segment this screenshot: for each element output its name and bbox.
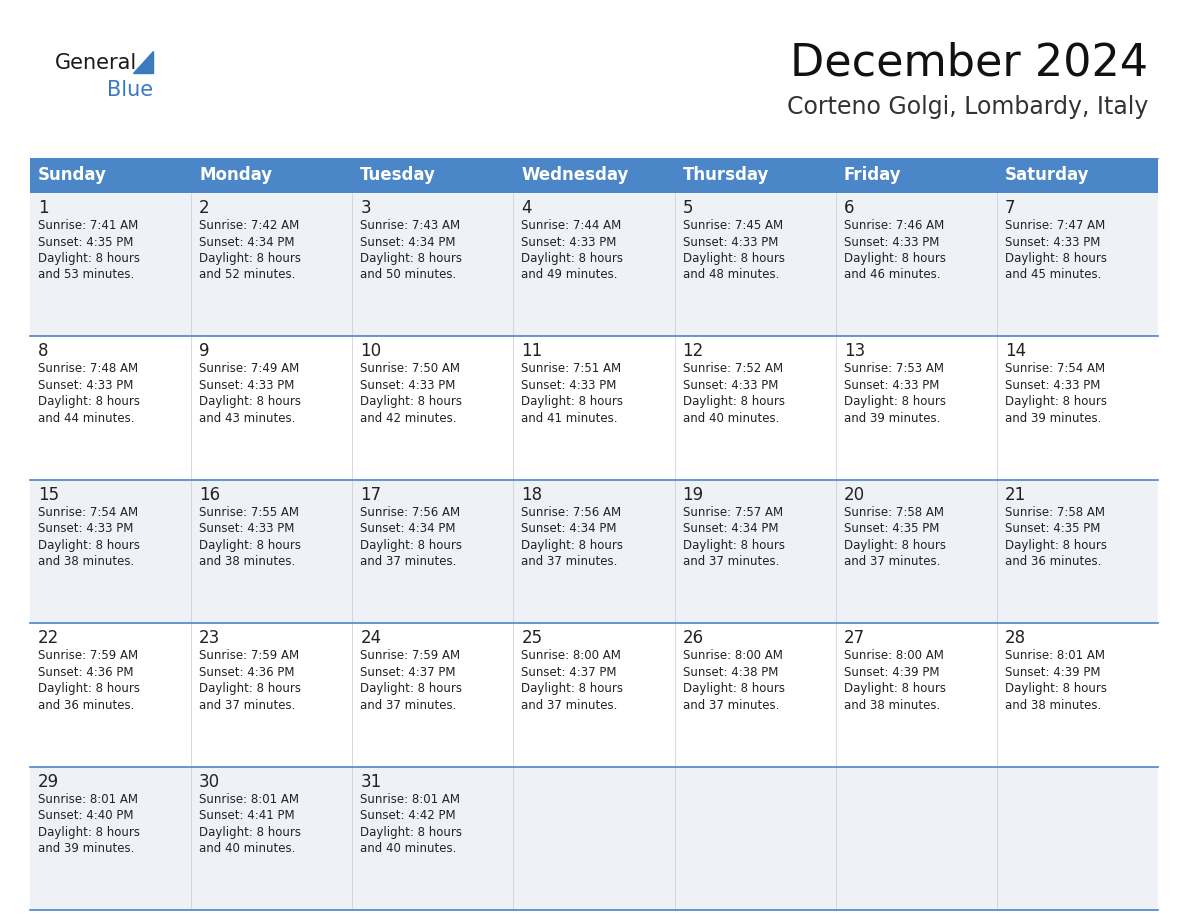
Text: 26: 26 bbox=[683, 629, 703, 647]
Bar bbox=[30, 193, 1158, 336]
Text: Saturday: Saturday bbox=[1005, 166, 1089, 185]
Text: 16: 16 bbox=[200, 486, 220, 504]
Text: Sunrise: 7:41 AM
Sunset: 4:35 PM
Daylight: 8 hours
and 53 minutes.: Sunrise: 7:41 AM Sunset: 4:35 PM Dayligh… bbox=[38, 219, 140, 282]
Text: Tuesday: Tuesday bbox=[360, 166, 436, 185]
Text: Sunrise: 7:59 AM
Sunset: 4:37 PM
Daylight: 8 hours
and 37 minutes.: Sunrise: 7:59 AM Sunset: 4:37 PM Dayligh… bbox=[360, 649, 462, 711]
Text: 5: 5 bbox=[683, 199, 693, 217]
Bar bbox=[191, 158, 353, 193]
Text: 21: 21 bbox=[1005, 486, 1026, 504]
Text: Sunrise: 7:51 AM
Sunset: 4:33 PM
Daylight: 8 hours
and 41 minutes.: Sunrise: 7:51 AM Sunset: 4:33 PM Dayligh… bbox=[522, 363, 624, 425]
Text: 3: 3 bbox=[360, 199, 371, 217]
Text: 9: 9 bbox=[200, 342, 209, 361]
Text: Sunrise: 8:00 AM
Sunset: 4:38 PM
Daylight: 8 hours
and 37 minutes.: Sunrise: 8:00 AM Sunset: 4:38 PM Dayligh… bbox=[683, 649, 784, 711]
Text: Friday: Friday bbox=[843, 166, 902, 185]
Bar bbox=[353, 158, 513, 193]
Bar bbox=[30, 767, 1158, 910]
Text: Sunrise: 8:00 AM
Sunset: 4:37 PM
Daylight: 8 hours
and 37 minutes.: Sunrise: 8:00 AM Sunset: 4:37 PM Dayligh… bbox=[522, 649, 624, 711]
Text: 31: 31 bbox=[360, 773, 381, 790]
Bar bbox=[30, 158, 191, 193]
Text: Sunrise: 7:47 AM
Sunset: 4:33 PM
Daylight: 8 hours
and 45 minutes.: Sunrise: 7:47 AM Sunset: 4:33 PM Dayligh… bbox=[1005, 219, 1107, 282]
Text: 24: 24 bbox=[360, 629, 381, 647]
Text: 8: 8 bbox=[38, 342, 49, 361]
Bar bbox=[675, 158, 835, 193]
Text: 1: 1 bbox=[38, 199, 49, 217]
Text: Sunrise: 8:00 AM
Sunset: 4:39 PM
Daylight: 8 hours
and 38 minutes.: Sunrise: 8:00 AM Sunset: 4:39 PM Dayligh… bbox=[843, 649, 946, 711]
Text: 17: 17 bbox=[360, 486, 381, 504]
Text: Sunrise: 8:01 AM
Sunset: 4:40 PM
Daylight: 8 hours
and 39 minutes.: Sunrise: 8:01 AM Sunset: 4:40 PM Dayligh… bbox=[38, 792, 140, 855]
Text: Sunrise: 7:50 AM
Sunset: 4:33 PM
Daylight: 8 hours
and 42 minutes.: Sunrise: 7:50 AM Sunset: 4:33 PM Dayligh… bbox=[360, 363, 462, 425]
Text: 29: 29 bbox=[38, 773, 59, 790]
Bar bbox=[835, 158, 997, 193]
Text: Sunrise: 8:01 AM
Sunset: 4:39 PM
Daylight: 8 hours
and 38 minutes.: Sunrise: 8:01 AM Sunset: 4:39 PM Dayligh… bbox=[1005, 649, 1107, 711]
Text: Monday: Monday bbox=[200, 166, 272, 185]
Text: 2: 2 bbox=[200, 199, 210, 217]
Text: December 2024: December 2024 bbox=[790, 42, 1148, 85]
Text: Sunrise: 8:01 AM
Sunset: 4:42 PM
Daylight: 8 hours
and 40 minutes.: Sunrise: 8:01 AM Sunset: 4:42 PM Dayligh… bbox=[360, 792, 462, 855]
Text: Thursday: Thursday bbox=[683, 166, 769, 185]
Text: Sunrise: 7:56 AM
Sunset: 4:34 PM
Daylight: 8 hours
and 37 minutes.: Sunrise: 7:56 AM Sunset: 4:34 PM Dayligh… bbox=[360, 506, 462, 568]
Text: Sunrise: 7:42 AM
Sunset: 4:34 PM
Daylight: 8 hours
and 52 minutes.: Sunrise: 7:42 AM Sunset: 4:34 PM Dayligh… bbox=[200, 219, 301, 282]
Text: Sunrise: 7:57 AM
Sunset: 4:34 PM
Daylight: 8 hours
and 37 minutes.: Sunrise: 7:57 AM Sunset: 4:34 PM Dayligh… bbox=[683, 506, 784, 568]
Polygon shape bbox=[133, 51, 153, 73]
Text: 11: 11 bbox=[522, 342, 543, 361]
Text: Wednesday: Wednesday bbox=[522, 166, 628, 185]
Text: 12: 12 bbox=[683, 342, 703, 361]
Text: Sunrise: 7:44 AM
Sunset: 4:33 PM
Daylight: 8 hours
and 49 minutes.: Sunrise: 7:44 AM Sunset: 4:33 PM Dayligh… bbox=[522, 219, 624, 282]
Text: Sunrise: 7:58 AM
Sunset: 4:35 PM
Daylight: 8 hours
and 36 minutes.: Sunrise: 7:58 AM Sunset: 4:35 PM Dayligh… bbox=[1005, 506, 1107, 568]
Text: 15: 15 bbox=[38, 486, 59, 504]
Text: Sunrise: 7:45 AM
Sunset: 4:33 PM
Daylight: 8 hours
and 48 minutes.: Sunrise: 7:45 AM Sunset: 4:33 PM Dayligh… bbox=[683, 219, 784, 282]
Text: Sunrise: 7:54 AM
Sunset: 4:33 PM
Daylight: 8 hours
and 38 minutes.: Sunrise: 7:54 AM Sunset: 4:33 PM Dayligh… bbox=[38, 506, 140, 568]
Bar bbox=[997, 158, 1158, 193]
Text: 19: 19 bbox=[683, 486, 703, 504]
Text: 10: 10 bbox=[360, 342, 381, 361]
Text: 4: 4 bbox=[522, 199, 532, 217]
Text: Sunrise: 7:49 AM
Sunset: 4:33 PM
Daylight: 8 hours
and 43 minutes.: Sunrise: 7:49 AM Sunset: 4:33 PM Dayligh… bbox=[200, 363, 301, 425]
Text: Sunrise: 7:59 AM
Sunset: 4:36 PM
Daylight: 8 hours
and 37 minutes.: Sunrise: 7:59 AM Sunset: 4:36 PM Dayligh… bbox=[200, 649, 301, 711]
Text: 28: 28 bbox=[1005, 629, 1026, 647]
Text: 23: 23 bbox=[200, 629, 221, 647]
Text: Sunrise: 7:55 AM
Sunset: 4:33 PM
Daylight: 8 hours
and 38 minutes.: Sunrise: 7:55 AM Sunset: 4:33 PM Dayligh… bbox=[200, 506, 301, 568]
Text: Sunday: Sunday bbox=[38, 166, 107, 185]
Bar bbox=[30, 480, 1158, 623]
Text: 13: 13 bbox=[843, 342, 865, 361]
Text: Sunrise: 7:46 AM
Sunset: 4:33 PM
Daylight: 8 hours
and 46 minutes.: Sunrise: 7:46 AM Sunset: 4:33 PM Dayligh… bbox=[843, 219, 946, 282]
Text: 22: 22 bbox=[38, 629, 59, 647]
Text: Sunrise: 7:54 AM
Sunset: 4:33 PM
Daylight: 8 hours
and 39 minutes.: Sunrise: 7:54 AM Sunset: 4:33 PM Dayligh… bbox=[1005, 363, 1107, 425]
Text: Sunrise: 8:01 AM
Sunset: 4:41 PM
Daylight: 8 hours
and 40 minutes.: Sunrise: 8:01 AM Sunset: 4:41 PM Dayligh… bbox=[200, 792, 301, 855]
Text: Sunrise: 7:48 AM
Sunset: 4:33 PM
Daylight: 8 hours
and 44 minutes.: Sunrise: 7:48 AM Sunset: 4:33 PM Dayligh… bbox=[38, 363, 140, 425]
Text: Sunrise: 7:53 AM
Sunset: 4:33 PM
Daylight: 8 hours
and 39 minutes.: Sunrise: 7:53 AM Sunset: 4:33 PM Dayligh… bbox=[843, 363, 946, 425]
Text: Sunrise: 7:43 AM
Sunset: 4:34 PM
Daylight: 8 hours
and 50 minutes.: Sunrise: 7:43 AM Sunset: 4:34 PM Dayligh… bbox=[360, 219, 462, 282]
Text: Sunrise: 7:52 AM
Sunset: 4:33 PM
Daylight: 8 hours
and 40 minutes.: Sunrise: 7:52 AM Sunset: 4:33 PM Dayligh… bbox=[683, 363, 784, 425]
Text: 25: 25 bbox=[522, 629, 543, 647]
Text: Sunrise: 7:59 AM
Sunset: 4:36 PM
Daylight: 8 hours
and 36 minutes.: Sunrise: 7:59 AM Sunset: 4:36 PM Dayligh… bbox=[38, 649, 140, 711]
Text: 20: 20 bbox=[843, 486, 865, 504]
Bar bbox=[30, 623, 1158, 767]
Text: Sunrise: 7:58 AM
Sunset: 4:35 PM
Daylight: 8 hours
and 37 minutes.: Sunrise: 7:58 AM Sunset: 4:35 PM Dayligh… bbox=[843, 506, 946, 568]
Text: 6: 6 bbox=[843, 199, 854, 217]
Text: 27: 27 bbox=[843, 629, 865, 647]
Text: 30: 30 bbox=[200, 773, 220, 790]
Text: Corteno Golgi, Lombardy, Italy: Corteno Golgi, Lombardy, Italy bbox=[786, 95, 1148, 119]
Text: General: General bbox=[55, 53, 138, 73]
Text: Sunrise: 7:56 AM
Sunset: 4:34 PM
Daylight: 8 hours
and 37 minutes.: Sunrise: 7:56 AM Sunset: 4:34 PM Dayligh… bbox=[522, 506, 624, 568]
Text: 18: 18 bbox=[522, 486, 543, 504]
Text: 14: 14 bbox=[1005, 342, 1026, 361]
Text: 7: 7 bbox=[1005, 199, 1016, 217]
Text: Blue: Blue bbox=[107, 80, 153, 100]
Bar bbox=[30, 336, 1158, 480]
Bar bbox=[513, 158, 675, 193]
